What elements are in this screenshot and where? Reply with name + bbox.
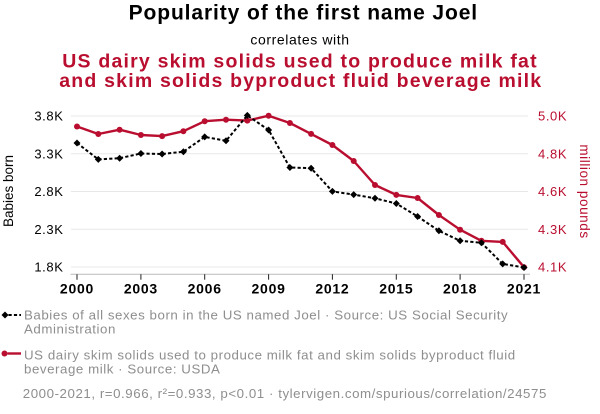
svg-text:2000-2021, r=0.966, r²=0.933,: 2000-2021, r=0.966, r²=0.933, p<0.01 · t… bbox=[23, 386, 547, 401]
svg-text:2.3K: 2.3K bbox=[34, 222, 63, 237]
svg-text:4.3K: 4.3K bbox=[538, 222, 567, 237]
svg-text:2012: 2012 bbox=[315, 281, 349, 297]
svg-text:and skim solids byproduct flui: and skim solids byproduct fluid beverage… bbox=[59, 70, 542, 92]
svg-text:2018: 2018 bbox=[443, 281, 477, 297]
svg-text:US dairy skim solids used to p: US dairy skim solids used to produce mil… bbox=[62, 51, 538, 73]
svg-text:2.8K: 2.8K bbox=[34, 184, 63, 199]
svg-text:beverage milk · Source: USDA: beverage milk · Source: USDA bbox=[24, 362, 220, 377]
svg-text:3.3K: 3.3K bbox=[34, 146, 63, 161]
svg-text:US dairy skim solids used to p: US dairy skim solids used to produce mil… bbox=[24, 348, 516, 363]
svg-text:2021: 2021 bbox=[507, 281, 541, 297]
svg-text:1.8K: 1.8K bbox=[34, 260, 63, 275]
svg-text:2000: 2000 bbox=[60, 281, 94, 297]
svg-text:million pounds: million pounds bbox=[577, 144, 592, 238]
svg-text:correlates with: correlates with bbox=[250, 32, 349, 48]
svg-text:4.8K: 4.8K bbox=[538, 146, 567, 161]
svg-text:4.6K: 4.6K bbox=[538, 184, 567, 199]
svg-text:2003: 2003 bbox=[124, 281, 158, 297]
svg-text:Babies born: Babies born bbox=[1, 155, 16, 227]
svg-text:4.1K: 4.1K bbox=[538, 260, 567, 275]
svg-text:2006: 2006 bbox=[188, 281, 222, 297]
svg-text:5.0K: 5.0K bbox=[538, 109, 567, 124]
svg-text:Administration: Administration bbox=[24, 321, 116, 336]
svg-text:2015: 2015 bbox=[379, 281, 413, 297]
svg-text:Popularity of the first name J: Popularity of the first name Joel bbox=[129, 2, 478, 25]
svg-text:2009: 2009 bbox=[252, 281, 286, 297]
svg-text:3.8K: 3.8K bbox=[34, 109, 63, 124]
svg-text:Babies of all sexes born in th: Babies of all sexes born in the US named… bbox=[24, 307, 508, 322]
